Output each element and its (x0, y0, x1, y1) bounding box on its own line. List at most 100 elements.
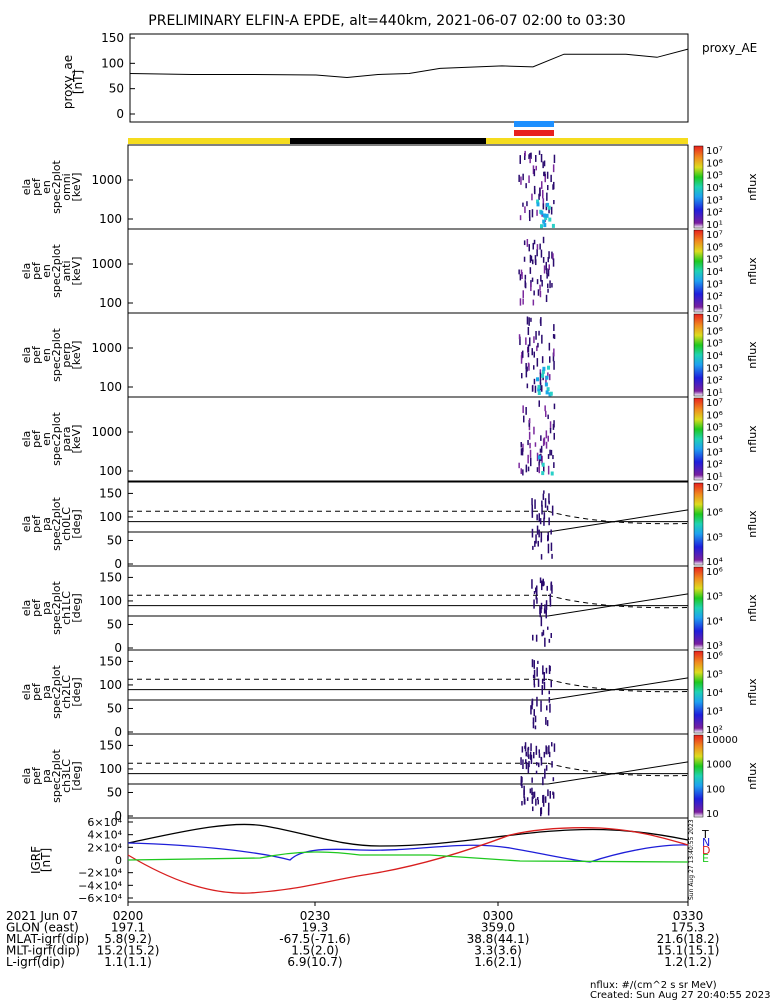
spectrogram-speck-bright (537, 391, 541, 395)
pitch-angle-speck (548, 690, 550, 695)
pitch-angle-speck (548, 500, 550, 505)
spectrogram-speck-bright (536, 377, 539, 382)
spectrogram-speck (542, 161, 544, 169)
spectrogram-speck (544, 405, 546, 412)
pitch-angle-speck (535, 534, 537, 544)
spectrogram-speck (526, 201, 528, 207)
spectrogram-speck (551, 283, 553, 288)
spectrogram-speck (535, 331, 537, 340)
spectrogram-speck (552, 352, 555, 362)
spectrogram-speck (533, 378, 536, 385)
footer-row-value: 21.6(18.2) (657, 932, 720, 946)
panel-ylabel-line: [deg] (70, 593, 83, 622)
pitch-angle-speck (532, 634, 534, 641)
colorbar-tick-label: 10¹ (706, 220, 723, 231)
footer-row-value: 175.3 (671, 921, 705, 935)
spectrogram-speck (532, 259, 534, 265)
pitch-angle-speck (542, 797, 545, 807)
pitch-angle-speck (521, 801, 523, 806)
colorbar-tick-label: 10⁴ (706, 351, 723, 362)
panel-ylabel-line: pef (30, 261, 43, 280)
pitch-angle-speck (548, 745, 550, 754)
units-note: nflux: #/(cm^2 s sr MeV) (590, 980, 717, 991)
footer-row-value: 19.3 (302, 921, 329, 935)
pitch-angle-speck (531, 787, 533, 796)
colorbar-tick-label: 10⁴ (706, 557, 723, 568)
spectrogram-speck (530, 282, 532, 292)
igrf-tick-label: 2×10⁴ (87, 841, 122, 854)
spectrogram-speck (547, 185, 549, 191)
colorbar-tick-label: 10⁵ (706, 255, 723, 266)
spectrogram-speck (533, 185, 536, 193)
spectrogram-speck (541, 455, 543, 465)
spectrogram-speck (528, 431, 531, 440)
colorbar-title: nflux (746, 425, 759, 453)
pitch-angle-speck (533, 591, 536, 595)
spectrogram-speck (530, 255, 533, 262)
spectrogram-speck (521, 448, 524, 456)
spectrogram-speck (540, 435, 542, 441)
pitch-angle-speck (551, 553, 553, 559)
colorbar-tick-label: 10⁷ (706, 230, 723, 241)
proxy-ae-legend: proxy_AE (702, 41, 757, 55)
spectrogram-speck (519, 336, 521, 346)
spectrogram-speck (538, 465, 540, 474)
spectrogram-speck (524, 153, 526, 160)
pitch-angle-speck (550, 542, 553, 551)
spectrogram-speck (528, 175, 530, 184)
pitch-angle-speck (536, 585, 538, 595)
panel-ylabel-line: ela (20, 684, 33, 701)
colorbar-title: nflux (746, 341, 759, 369)
spectrogram-speck (528, 418, 531, 424)
panel-ylabel-line: pef (30, 429, 43, 448)
spectrogram-speck (529, 254, 532, 263)
colorbar-tick-label: 10⁷ (706, 398, 723, 409)
spectrogram-speck (521, 272, 523, 279)
spectrogram-speck (527, 362, 530, 367)
science-zone-blue (514, 121, 554, 127)
proxy-ae-tick-label: 50 (109, 82, 124, 96)
panel-ylabel-line: pa (40, 601, 53, 615)
igrf-legend-t: T (701, 828, 709, 841)
loss-cone-dashed-tail (547, 510, 689, 525)
proxy-ae-series-line (129, 48, 689, 79)
panel-ylabel-line: pa (40, 517, 53, 531)
panel-frame (127, 565, 689, 651)
spectrogram-speck (552, 164, 555, 173)
spectrogram-speck (553, 360, 555, 370)
panel-tick-label: 50 (107, 701, 122, 715)
colorbar-tick-label: 10³ (706, 641, 723, 652)
pitch-angle-speck (541, 500, 543, 507)
spectrogram-speck (538, 461, 540, 469)
spectrogram-speck-bright (537, 387, 541, 392)
colorbar-tick-label: 10¹ (706, 304, 723, 315)
spectrogram-speck (522, 202, 524, 207)
spectrogram-speck (548, 251, 550, 259)
spectrogram-speck (540, 249, 543, 258)
panel-tick-label: 0 (114, 641, 122, 655)
colorbar-tick-label: 10⁵ (706, 423, 723, 434)
spectrogram-speck (527, 454, 529, 464)
colorbar-tick-label: 10² (706, 208, 723, 219)
panel-ylabel-line: ela (20, 600, 33, 617)
spectrogram-speck-bright (543, 223, 547, 228)
colorbar-ramp (693, 566, 704, 650)
spectrogram-speck (547, 268, 550, 277)
igrf-n-line (127, 842, 689, 863)
pitch-angle-speck (541, 504, 543, 515)
spectrogram-speck (533, 290, 535, 296)
spectrogram-speck (525, 183, 527, 189)
colorbar-tick-label: 10 (706, 809, 719, 820)
pitch-angle-speck (543, 681, 546, 690)
panel-ylabel-line: ela (20, 179, 33, 196)
spectrogram-speck (549, 449, 551, 456)
spectrogram-speck (520, 176, 522, 185)
panel-tick-label: 1000 (91, 341, 122, 355)
pitch-angle-speck (544, 637, 546, 647)
panel-ylabel-line: pef (30, 598, 43, 617)
panel-tick-label: 150 (99, 738, 122, 752)
panel-tick-label: 1000 (91, 425, 122, 439)
spectrogram-speck (522, 405, 524, 414)
